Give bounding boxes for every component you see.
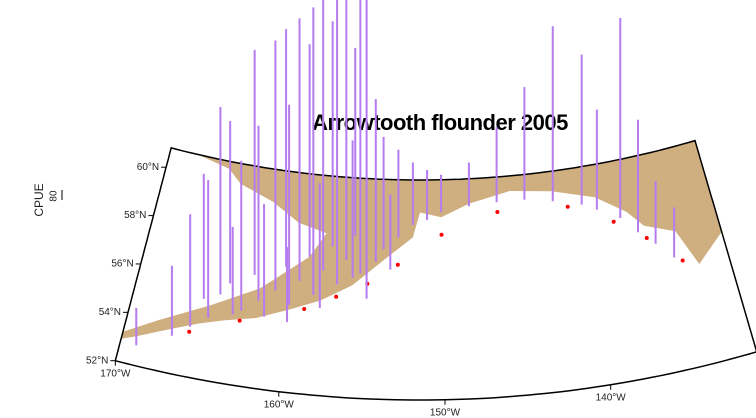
map-title: Arrowtooth flounder 2005 [312,110,568,135]
zero-station [644,236,649,241]
zero-station [395,262,400,267]
lat-tick-label: 60°N [137,162,159,173]
lon-tick-label: 140°W [596,392,627,403]
zero-station [302,306,307,311]
cpue-label: CPUE [32,183,46,216]
map-frame [114,139,756,401]
zero-station [439,232,444,237]
zero-station [187,329,192,334]
zero-station [565,204,570,209]
zero-station [334,294,339,299]
lon-tick-label: 150°W [430,407,461,418]
lat-tick-label: 54°N [99,307,121,318]
lat-tick-label: 58°N [124,210,146,221]
lon-tick-label: 160°W [264,399,295,410]
scale-label: 80 [49,190,60,202]
zero-station [680,258,685,263]
zero-station [611,219,616,224]
land [121,140,722,339]
lon-tick-label: 170°W [100,368,131,379]
zero-station [237,318,242,323]
lat-tick-label: 52°N [86,355,108,366]
lat-tick-label: 56°N [111,259,133,270]
zero-station [495,210,500,215]
